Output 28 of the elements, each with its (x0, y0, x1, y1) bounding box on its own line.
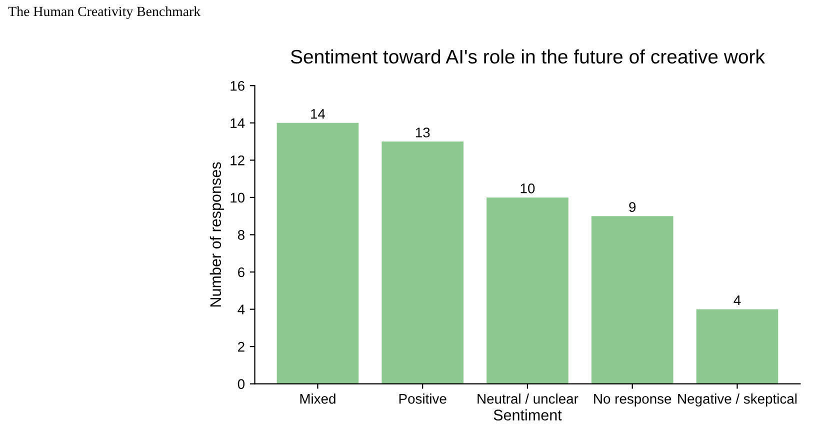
chart-title: Sentiment toward AI's role in the future of creative work (290, 49, 765, 64)
x-tick-label: Negative / skeptical (678, 394, 797, 406)
data-label: 14 (311, 109, 326, 119)
x-tick-label: Positive (399, 394, 446, 404)
data-label: 9 (629, 202, 636, 212)
y-tick-label: 2 (238, 342, 244, 352)
text: The Human Creativity Benchmark (8, 6, 201, 20)
data-label: 13 (416, 128, 430, 138)
bar (382, 142, 464, 384)
y-axis-title: Number of responses (210, 162, 224, 306)
x-axis-title: Sentiment (494, 409, 562, 420)
y-tick-label: 6 (238, 267, 244, 278)
data-label: 4 (734, 295, 741, 306)
x-tick-label: No response (594, 394, 672, 406)
x-tick-label: Neutral / unclear (478, 394, 578, 404)
bar (276, 122, 359, 384)
y-tick-label: 12 (230, 156, 244, 166)
data-label: 10 (520, 183, 535, 194)
y-tick-label: 10 (230, 192, 245, 203)
y-tick-label: 16 (230, 80, 244, 91)
bar (696, 309, 778, 384)
y-tick-label: 0 (238, 379, 245, 389)
x-tick-label: Mixed (300, 394, 336, 404)
bar (591, 216, 674, 384)
y-tick-label: 8 (238, 230, 244, 240)
y-tick-label: 4 (238, 304, 245, 314)
y-tick-label: 14 (230, 118, 245, 128)
bar (486, 197, 568, 384)
